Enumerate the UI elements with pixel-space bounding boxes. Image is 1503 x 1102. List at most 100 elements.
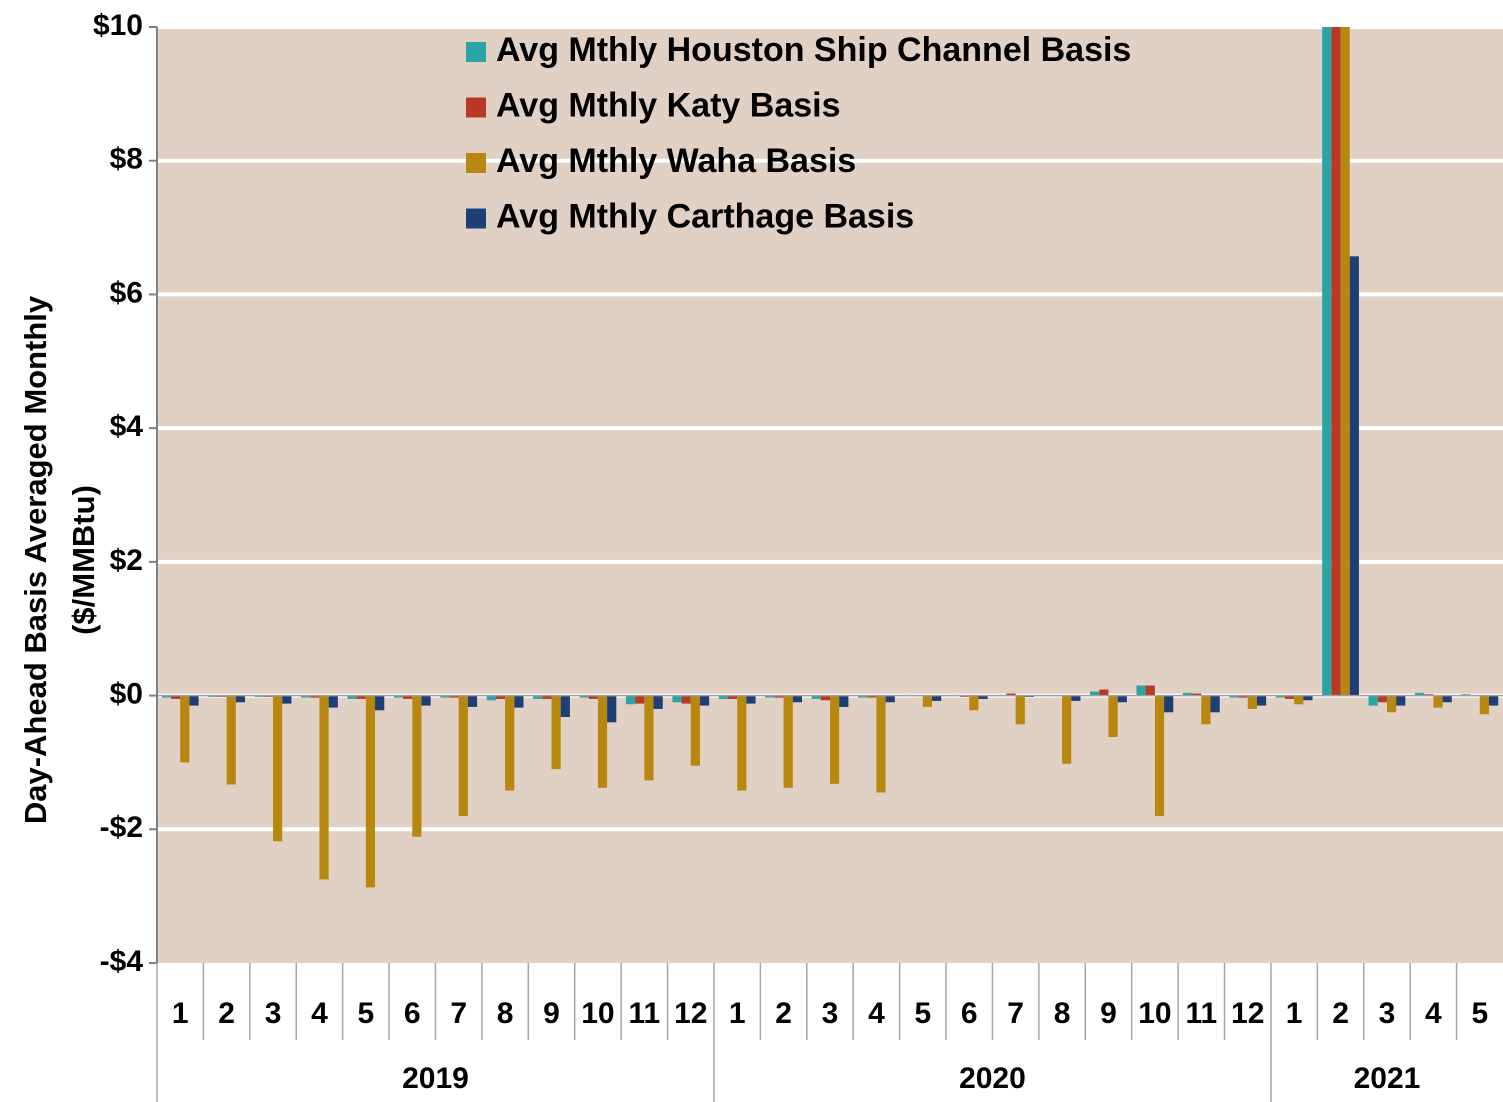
bar	[235, 695, 246, 703]
x-tick-label: 7	[450, 997, 467, 1030]
bar	[356, 695, 366, 699]
x-tick-label: 7	[1007, 997, 1024, 1030]
y-tick-label: $2	[110, 544, 143, 577]
bar	[495, 695, 506, 699]
bar	[644, 695, 654, 781]
bar	[161, 695, 172, 698]
bar	[1488, 695, 1499, 706]
bar	[1322, 27, 1332, 696]
bar	[727, 695, 738, 699]
legend-label: Avg Mthly Katy Basis	[496, 86, 841, 124]
x-tick-label: 2	[1332, 997, 1349, 1030]
legend-swatch	[466, 42, 486, 62]
bar	[932, 695, 942, 701]
bar	[319, 695, 329, 880]
plot-area	[157, 27, 1503, 963]
bar	[885, 695, 895, 703]
bar	[699, 695, 710, 706]
bar	[1201, 695, 1211, 725]
bar	[867, 695, 877, 698]
bars	[161, 27, 1499, 888]
bar	[811, 695, 821, 699]
x-group-label: 2020	[959, 1062, 1026, 1095]
x-tick-label: 3	[1379, 997, 1396, 1030]
bar	[533, 695, 543, 699]
y-tick-label: -$2	[100, 811, 143, 844]
bar	[1256, 695, 1267, 706]
x-tick-label: 5	[914, 997, 931, 1030]
bar	[597, 695, 608, 788]
bar	[1229, 695, 1239, 698]
x-tick-label: 5	[1471, 997, 1488, 1030]
bar	[1015, 695, 1025, 725]
bar	[421, 695, 431, 706]
bar	[393, 695, 404, 698]
bar	[1192, 693, 1202, 696]
bar	[839, 695, 849, 707]
x-tick-label: 10	[1138, 997, 1171, 1030]
y-tick-label: $0	[110, 677, 143, 710]
bar	[746, 695, 756, 704]
bar	[1396, 695, 1406, 706]
bar	[375, 695, 385, 711]
bar	[1479, 695, 1489, 715]
bar	[171, 695, 181, 699]
y-tick-label: $10	[93, 9, 143, 42]
bar	[282, 695, 292, 704]
x-tick-label: 12	[674, 997, 707, 1030]
bar	[365, 695, 376, 888]
legend-label: Avg Mthly Houston Ship Channel Basis	[496, 31, 1131, 69]
bar	[672, 695, 682, 703]
x-group-label: 2019	[402, 1062, 469, 1095]
bar	[579, 695, 589, 698]
bar	[1164, 695, 1174, 713]
bar	[449, 695, 459, 698]
bar	[1303, 695, 1313, 701]
y-tick-label: -$4	[100, 945, 144, 978]
bar	[635, 695, 645, 704]
bar	[978, 695, 988, 699]
bar	[328, 695, 338, 708]
bar	[1090, 691, 1100, 696]
x-tick-label: 9	[1100, 997, 1117, 1030]
x-tick-label: 10	[581, 997, 614, 1030]
legend-swatch	[466, 208, 486, 229]
bar	[783, 695, 793, 788]
legend-swatch	[466, 153, 486, 173]
bar	[1386, 695, 1397, 713]
bar	[486, 695, 496, 701]
bar	[1062, 695, 1072, 764]
bar	[560, 695, 570, 717]
bar	[1433, 695, 1443, 708]
bar	[625, 695, 636, 705]
x-tick-label: 9	[543, 997, 560, 1030]
bar	[551, 695, 561, 770]
y-tick-label: $8	[110, 143, 143, 176]
bar	[1238, 695, 1248, 698]
bar	[765, 695, 775, 698]
x-tick-label: 1	[729, 997, 746, 1030]
x-tick-label: 12	[1231, 997, 1264, 1030]
legend-label: Avg Mthly Carthage Basis	[496, 197, 914, 235]
bar	[189, 695, 199, 706]
bar	[830, 695, 840, 784]
bar	[858, 695, 868, 698]
bar	[310, 695, 320, 698]
bar	[1117, 695, 1127, 703]
x-tick-label: 5	[358, 997, 375, 1030]
x-tick-label: 6	[404, 997, 421, 1030]
x-tick-label: 6	[961, 997, 978, 1030]
y-axis-title: Day-Ahead Basis Averaged Monthly	[18, 295, 53, 824]
bar	[588, 695, 598, 699]
x-group-label: 2021	[1354, 1062, 1421, 1095]
bar	[1284, 695, 1295, 699]
bar	[1099, 689, 1109, 696]
bar	[1377, 695, 1387, 703]
bar	[514, 695, 524, 708]
x-tick-label: 8	[497, 997, 514, 1030]
bar	[922, 695, 933, 707]
bar	[458, 695, 468, 816]
bar	[1154, 695, 1165, 816]
